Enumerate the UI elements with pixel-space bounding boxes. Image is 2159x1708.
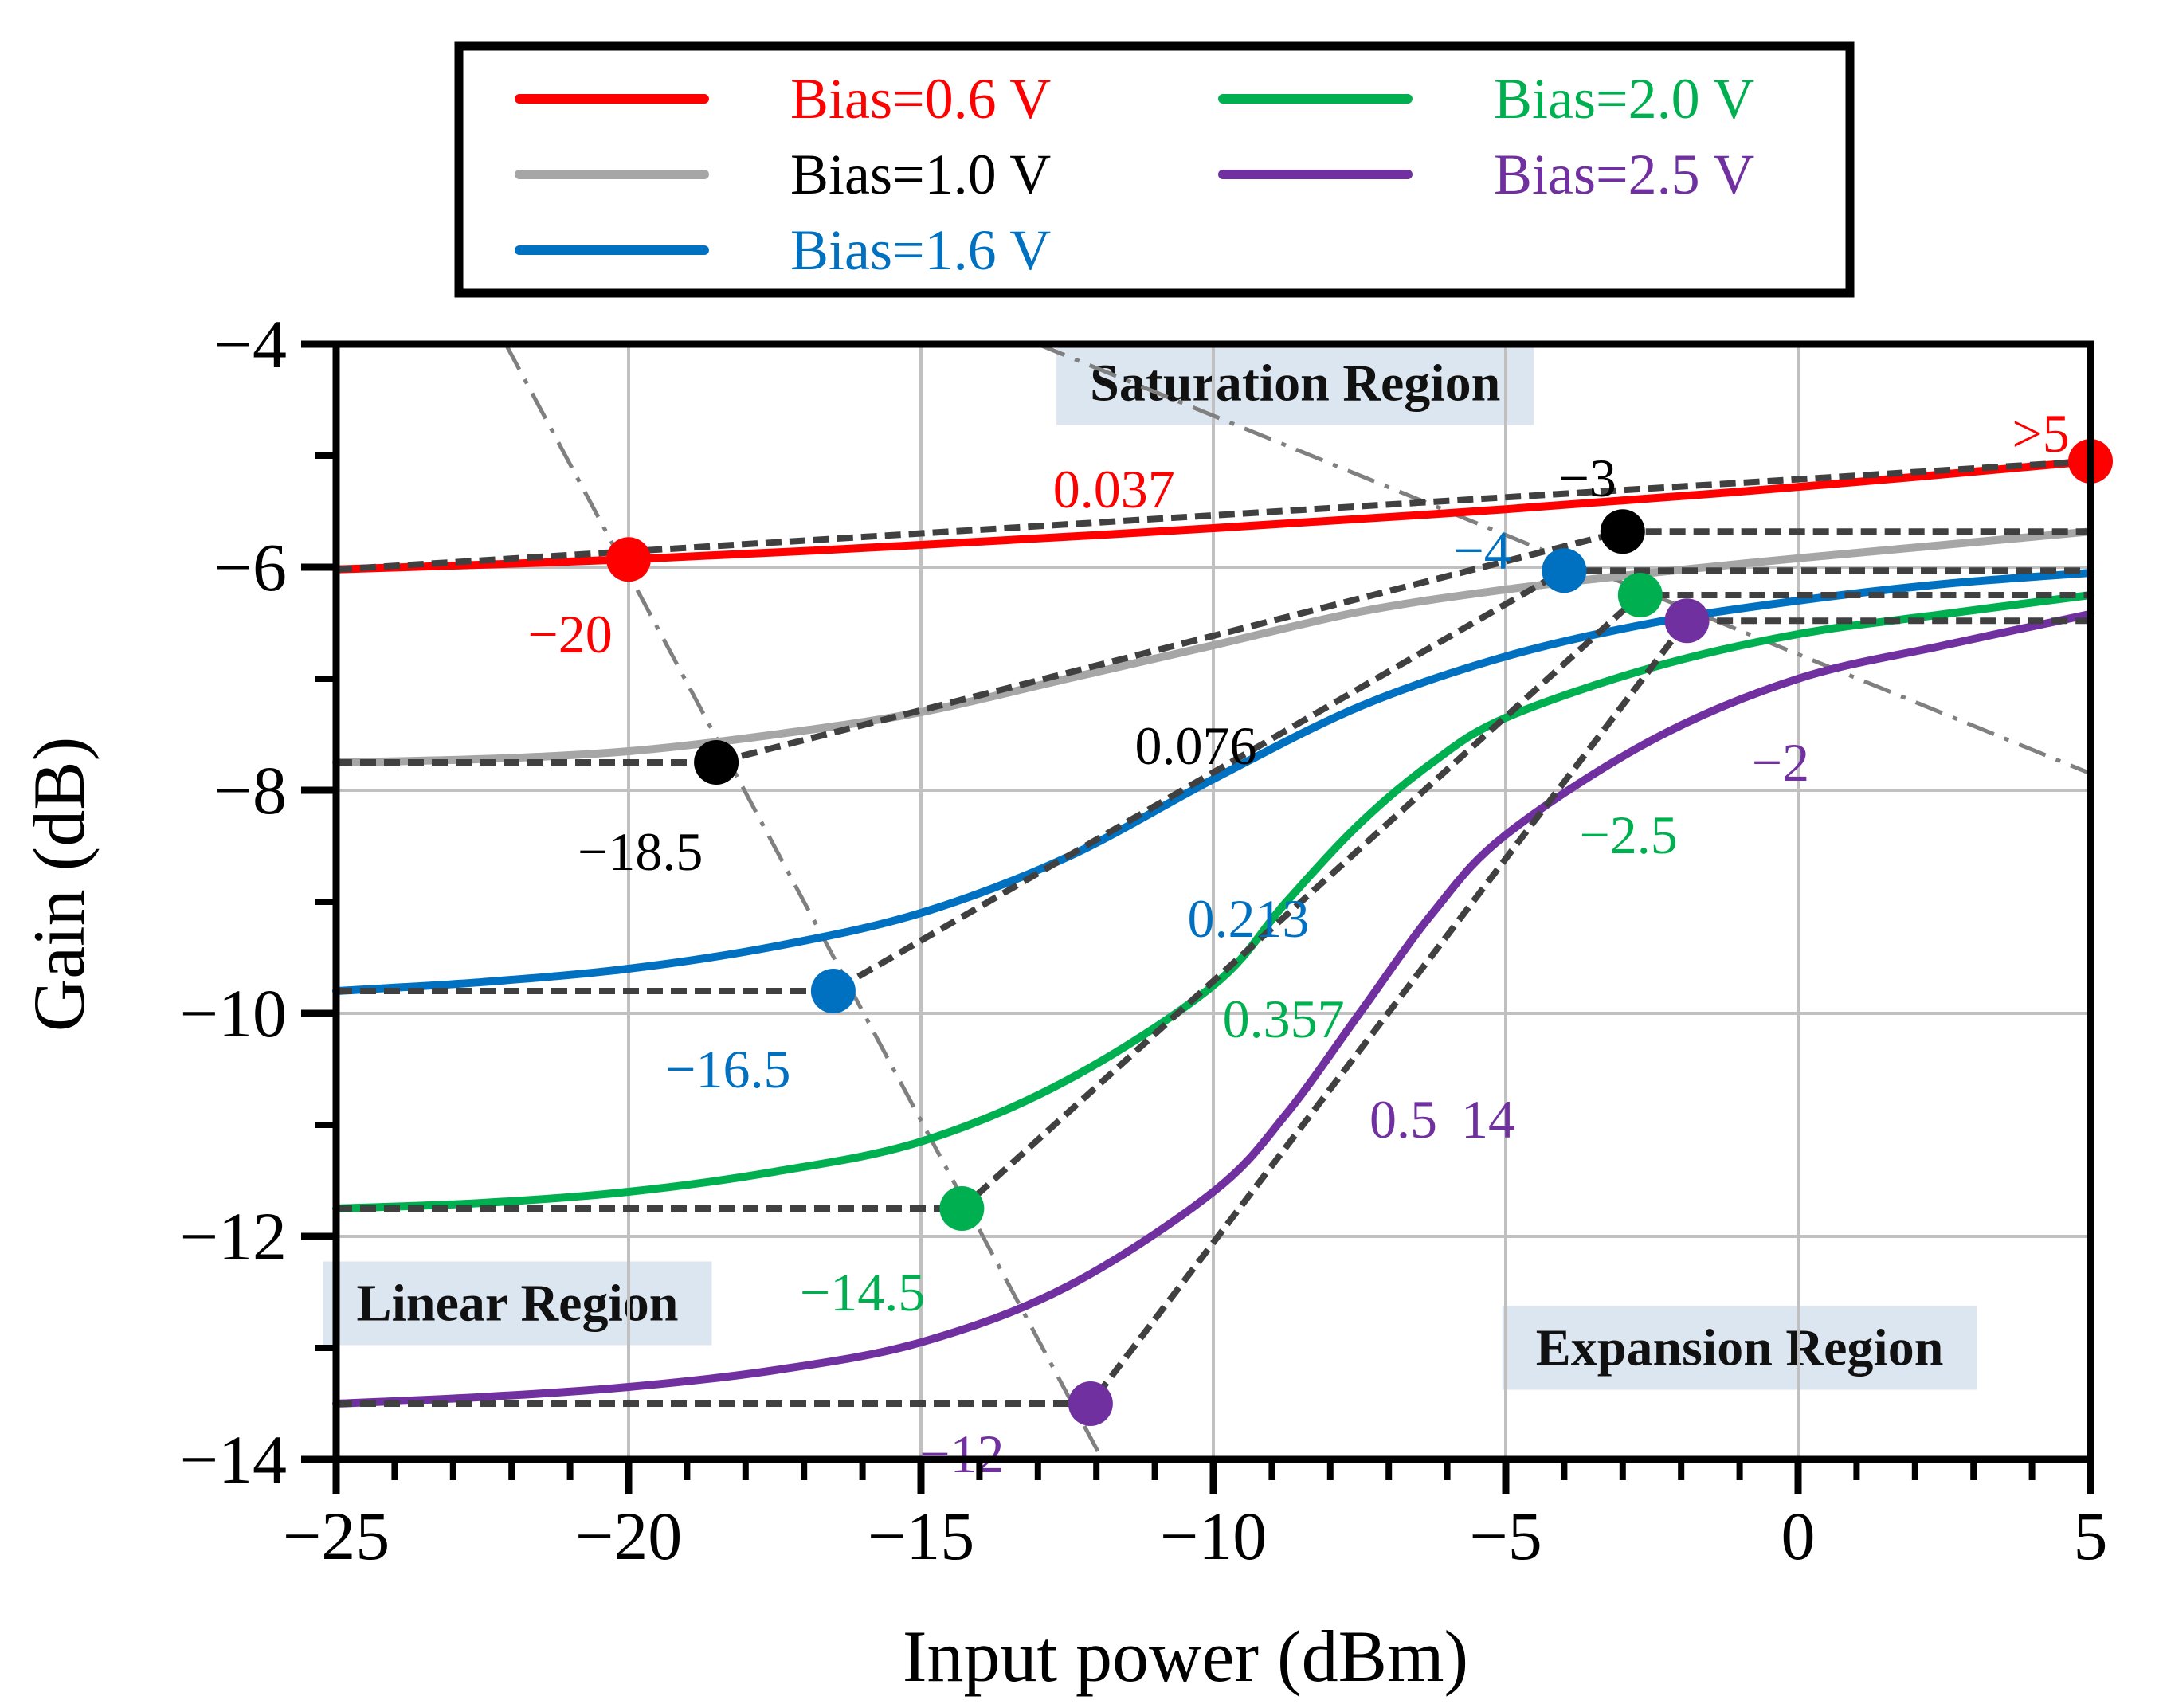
axes: −25 −20 −15 −10 −5 0 5 −14 −12 −10 −8 −6 −4	[179, 306, 2107, 1574]
annotation-label: >5	[2012, 403, 2069, 464]
y-tick-label: −14	[179, 1421, 287, 1498]
breakpoint-marker	[1600, 509, 1645, 554]
annotation-label: 0.037	[1053, 459, 1175, 519]
annotation-label: −2.5	[1579, 805, 1677, 865]
breakpoint-markers	[606, 439, 2113, 1426]
region-saturation-region: Saturation Region	[1056, 341, 1534, 425]
legend-label-bias-2-5-v: Bias=2.5 V	[1494, 143, 1754, 206]
region-linear-region: Linear Region	[323, 1261, 712, 1346]
annotation-label: −14.5	[800, 1262, 925, 1322]
y-tick-label: −8	[214, 752, 287, 829]
legend-label-bias-1-0-v: Bias=1.0 V	[790, 143, 1051, 206]
breakpoint-marker	[1664, 598, 1710, 644]
region-label: Expansion Region	[1536, 1319, 1944, 1377]
y-axis-title: Gain (dB)	[18, 737, 100, 1032]
legend-label-bias-1-6-v: Bias=1.6 V	[790, 218, 1051, 282]
breakpoint-marker	[694, 740, 739, 785]
region-expansion-region: Expansion Region	[1502, 1306, 1977, 1390]
legend: Bias=0.6 V Bias=1.0 V Bias=1.6 V Bias=2.0 V…	[454, 41, 1855, 298]
annotation-label: −3	[1559, 448, 1616, 508]
region-box	[1056, 341, 1534, 425]
series-line-bias-2-5-v	[332, 609, 2094, 1408]
annotation-label: 0.213	[1188, 888, 1310, 949]
fit-line	[336, 528, 2090, 766]
region-label: Linear Region	[357, 1275, 679, 1333]
annotation-label: −4	[1453, 520, 1511, 581]
fit-line	[336, 592, 2090, 1212]
fit-line	[336, 617, 2090, 1407]
y-tick-label: −10	[179, 975, 287, 1052]
breakpoint-marker	[810, 969, 856, 1013]
series-line-bias-1-0-v	[332, 527, 2094, 766]
breakpoint-marker	[1617, 573, 1663, 617]
annotation-label: −16.5	[665, 1039, 790, 1099]
y-tick-label: −6	[214, 529, 287, 605]
boundary-line	[504, 343, 1104, 1461]
x-tick-label: −15	[868, 1498, 975, 1574]
x-tick-label: 0	[1781, 1498, 1816, 1574]
x-tick-label: −5	[1469, 1498, 1542, 1574]
fit-line	[336, 567, 2090, 994]
x-tick-label: −20	[575, 1498, 683, 1574]
annotation-label: 0.076	[1134, 715, 1256, 776]
annotation-label: −20	[527, 604, 612, 664]
annotation-label: −2	[1752, 732, 1809, 793]
region-label: Saturation Region	[1090, 355, 1500, 413]
annotation-label: −18.5	[578, 821, 703, 882]
annotation-label: −12	[919, 1424, 1004, 1484]
x-tick-label: −10	[1160, 1498, 1268, 1574]
region-box	[1502, 1306, 1977, 1390]
x-axis-title: Input power (dBm)	[903, 1616, 1468, 1697]
annotations: 0.037 −20 >5 0.076 −18.5 −3 0.213 −16.5 −4 0.357 −…	[527, 403, 2069, 1484]
legend-label-bias-0-6-v: Bias=0.6 V	[790, 67, 1051, 131]
region-box	[323, 1261, 712, 1346]
breakpoint-marker	[939, 1186, 985, 1231]
x-tick-label: 5	[2074, 1498, 2108, 1574]
y-tick-label: −4	[214, 306, 287, 382]
legend-label-bias-2-0-v: Bias=2.0 V	[1494, 67, 1754, 131]
series-line-bias-2-0-v	[332, 591, 2094, 1212]
annotation-label: 0.5	[1369, 1089, 1437, 1150]
breakpoint-marker	[1068, 1381, 1113, 1426]
y-tick-label: −12	[179, 1198, 287, 1275]
breakpoint-marker	[606, 537, 651, 582]
annotation-label: 14	[1461, 1089, 1515, 1150]
breakpoint-marker	[1542, 548, 1587, 593]
region-labels: Saturation Region Linear Region Expansion …	[323, 341, 1977, 1390]
annotation-label: 0.357	[1223, 989, 1345, 1049]
series-line-bias-1-6-v	[332, 569, 2094, 995]
x-tick-label: −25	[283, 1498, 390, 1574]
